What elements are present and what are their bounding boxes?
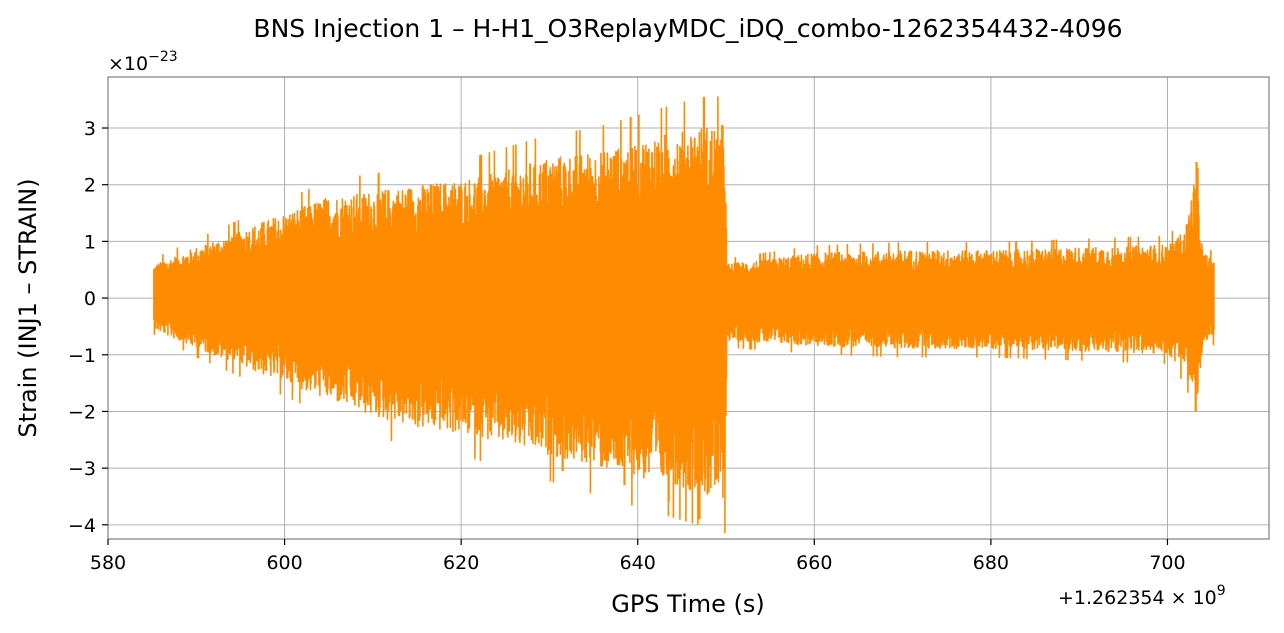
x-tick-label: 580 xyxy=(90,552,126,574)
y-tick-label: 0 xyxy=(84,288,96,310)
ticks: 580 600 620 640 660 680 700 −4 −3 −2 −1 0 1 2 3 xyxy=(68,118,1186,574)
chart-title: BNS Injection 1 – H-H1_O3ReplayMDC_iDQ_c… xyxy=(253,14,1122,43)
x-tick-label: 660 xyxy=(796,552,832,574)
y-tick-label: −2 xyxy=(68,401,96,423)
y-tick-label: 2 xyxy=(84,175,96,197)
y-tick-label: −1 xyxy=(68,345,96,367)
x-offset-exponent: 9 xyxy=(1217,583,1226,599)
y-axis-title: Strain (INJ1 – STRAIN) xyxy=(14,178,42,437)
x-tick-label: 620 xyxy=(443,552,479,574)
x-tick-label: 640 xyxy=(620,552,656,574)
y-tick-label: −3 xyxy=(68,458,96,480)
y-tick-label: 1 xyxy=(84,231,96,253)
data-series xyxy=(153,96,1215,534)
y-tick-label: 3 xyxy=(84,118,96,140)
x-offset-label: +1.262354 × 109 xyxy=(1058,583,1226,609)
y-scale-exponent: −23 xyxy=(148,49,178,65)
x-tick-label: 680 xyxy=(973,552,1009,574)
x-tick-label: 600 xyxy=(266,552,302,574)
x-tick-label: 700 xyxy=(1149,552,1185,574)
x-axis-title: GPS Time (s) xyxy=(611,590,765,618)
series-line xyxy=(153,96,1215,534)
plot-frame xyxy=(107,76,1270,540)
y-tick-label: −4 xyxy=(68,515,96,537)
y-scale-base: ×10 xyxy=(108,53,148,75)
y-scale-label: ×10−23 xyxy=(108,49,178,75)
x-offset-base: +1.262354 × 10 xyxy=(1058,587,1217,609)
